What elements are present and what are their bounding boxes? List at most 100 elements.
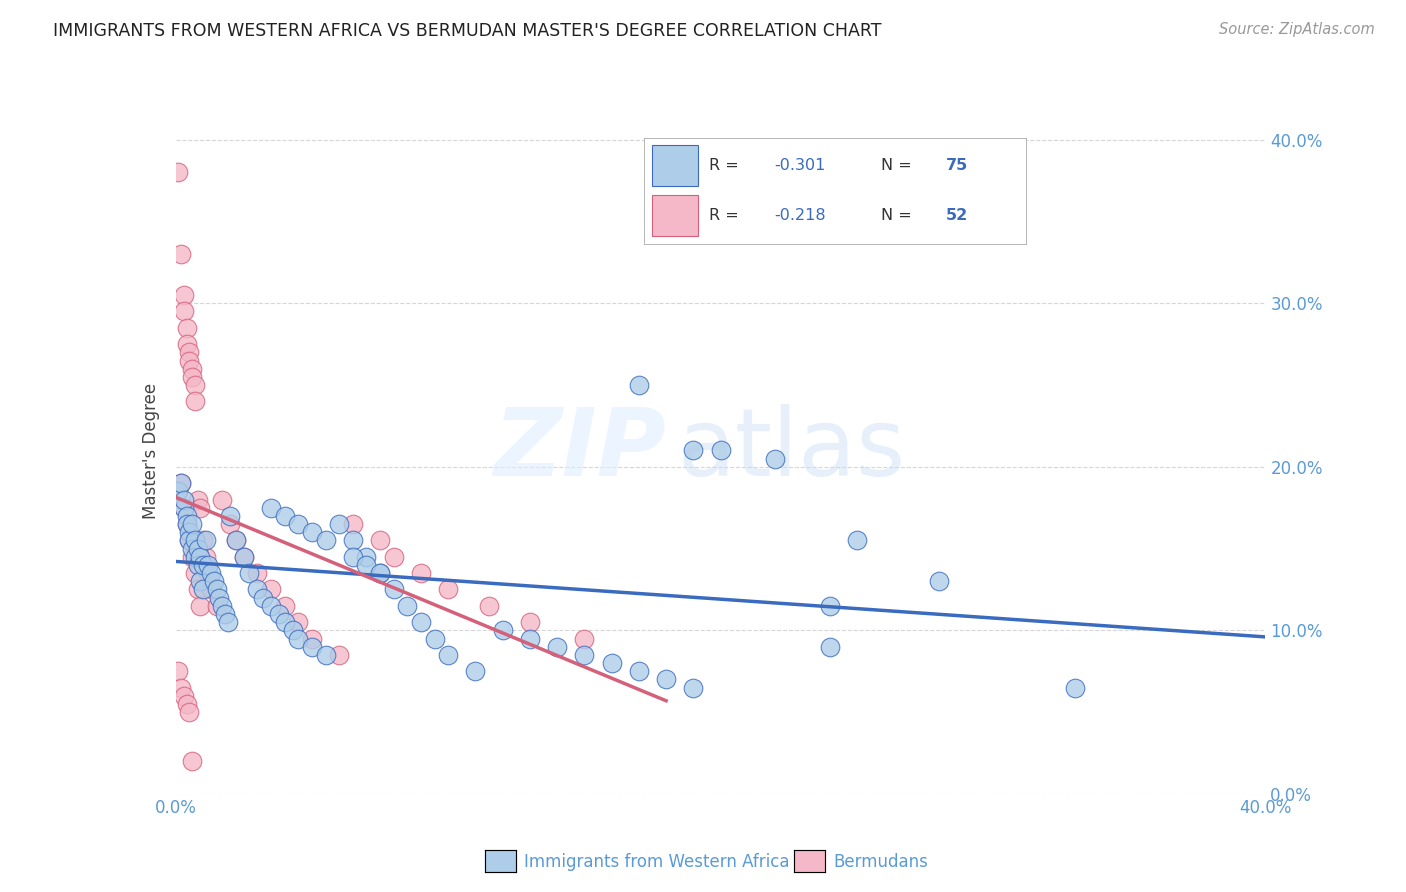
Point xyxy=(176,516,198,531)
Point xyxy=(173,288,195,302)
Point xyxy=(382,549,405,564)
Point xyxy=(519,632,541,646)
Point xyxy=(202,574,225,589)
Point xyxy=(328,648,350,662)
Point xyxy=(176,337,198,351)
Point xyxy=(574,648,596,662)
Point xyxy=(184,549,207,564)
Point xyxy=(167,664,190,679)
Point xyxy=(928,574,950,589)
Point xyxy=(211,492,233,507)
Point xyxy=(184,533,207,548)
Point xyxy=(287,615,309,630)
Point xyxy=(655,673,678,687)
Point xyxy=(219,516,242,531)
Point xyxy=(179,353,201,368)
Point xyxy=(181,754,204,768)
Point xyxy=(176,508,198,523)
Point xyxy=(194,533,217,548)
Point xyxy=(301,632,323,646)
Point xyxy=(356,558,378,572)
Point xyxy=(188,549,211,564)
Point xyxy=(200,582,222,597)
Point xyxy=(269,607,291,621)
Text: IMMIGRANTS FROM WESTERN AFRICA VS BERMUDAN MASTER'S DEGREE CORRELATION CHART: IMMIGRANTS FROM WESTERN AFRICA VS BERMUD… xyxy=(53,22,882,40)
Point xyxy=(188,500,211,515)
Text: Source: ZipAtlas.com: Source: ZipAtlas.com xyxy=(1219,22,1375,37)
Point xyxy=(1063,681,1085,695)
Point xyxy=(315,648,337,662)
Point xyxy=(191,533,214,548)
Point xyxy=(176,516,198,531)
Point xyxy=(287,516,309,531)
Point xyxy=(219,508,242,523)
Point xyxy=(710,443,733,458)
Point xyxy=(188,599,211,613)
Point xyxy=(186,582,209,597)
Point xyxy=(173,689,195,703)
Point xyxy=(368,566,391,580)
Y-axis label: Master's Degree: Master's Degree xyxy=(142,383,160,518)
Point xyxy=(315,533,337,548)
Point xyxy=(225,533,247,548)
Point xyxy=(464,664,486,679)
Point xyxy=(176,697,198,711)
Point xyxy=(191,558,214,572)
Point xyxy=(186,541,209,556)
Point xyxy=(301,640,323,654)
Point xyxy=(260,582,283,597)
Point xyxy=(184,566,207,580)
Point xyxy=(197,566,219,580)
Point xyxy=(423,632,446,646)
Point xyxy=(281,624,304,638)
Point xyxy=(818,640,841,654)
Point xyxy=(252,591,274,605)
Point xyxy=(181,549,204,564)
Text: ZIP: ZIP xyxy=(494,404,666,497)
Point xyxy=(197,558,219,572)
Text: Immigrants from Western Africa: Immigrants from Western Africa xyxy=(524,853,790,871)
Point xyxy=(205,582,228,597)
Point xyxy=(188,574,211,589)
Point xyxy=(763,451,786,466)
Point xyxy=(437,582,460,597)
Point xyxy=(181,369,204,384)
Point xyxy=(368,533,391,548)
Point xyxy=(184,394,207,409)
Point xyxy=(170,476,193,491)
Point xyxy=(274,599,297,613)
Point xyxy=(574,632,596,646)
Point xyxy=(179,705,201,719)
Point xyxy=(186,558,209,572)
Point xyxy=(194,549,217,564)
Point xyxy=(356,549,378,564)
Point xyxy=(409,566,432,580)
Point xyxy=(382,582,405,597)
Point xyxy=(437,648,460,662)
Point xyxy=(260,599,283,613)
Point xyxy=(627,378,650,392)
Point xyxy=(342,516,364,531)
Point xyxy=(191,582,214,597)
Point xyxy=(181,516,204,531)
Point xyxy=(217,615,239,630)
Point xyxy=(342,533,364,548)
Text: atlas: atlas xyxy=(678,404,905,497)
Point xyxy=(179,533,201,548)
Point xyxy=(225,533,247,548)
Point xyxy=(260,500,283,515)
Point xyxy=(818,599,841,613)
Point xyxy=(181,361,204,376)
Point xyxy=(184,378,207,392)
Point xyxy=(396,599,419,613)
Point xyxy=(478,599,501,613)
Point xyxy=(173,500,195,515)
Point xyxy=(181,541,204,556)
Point xyxy=(600,656,623,670)
Point xyxy=(246,566,269,580)
Point xyxy=(170,247,193,261)
Point xyxy=(409,615,432,630)
Point xyxy=(328,516,350,531)
Point xyxy=(232,549,254,564)
Point xyxy=(246,582,269,597)
